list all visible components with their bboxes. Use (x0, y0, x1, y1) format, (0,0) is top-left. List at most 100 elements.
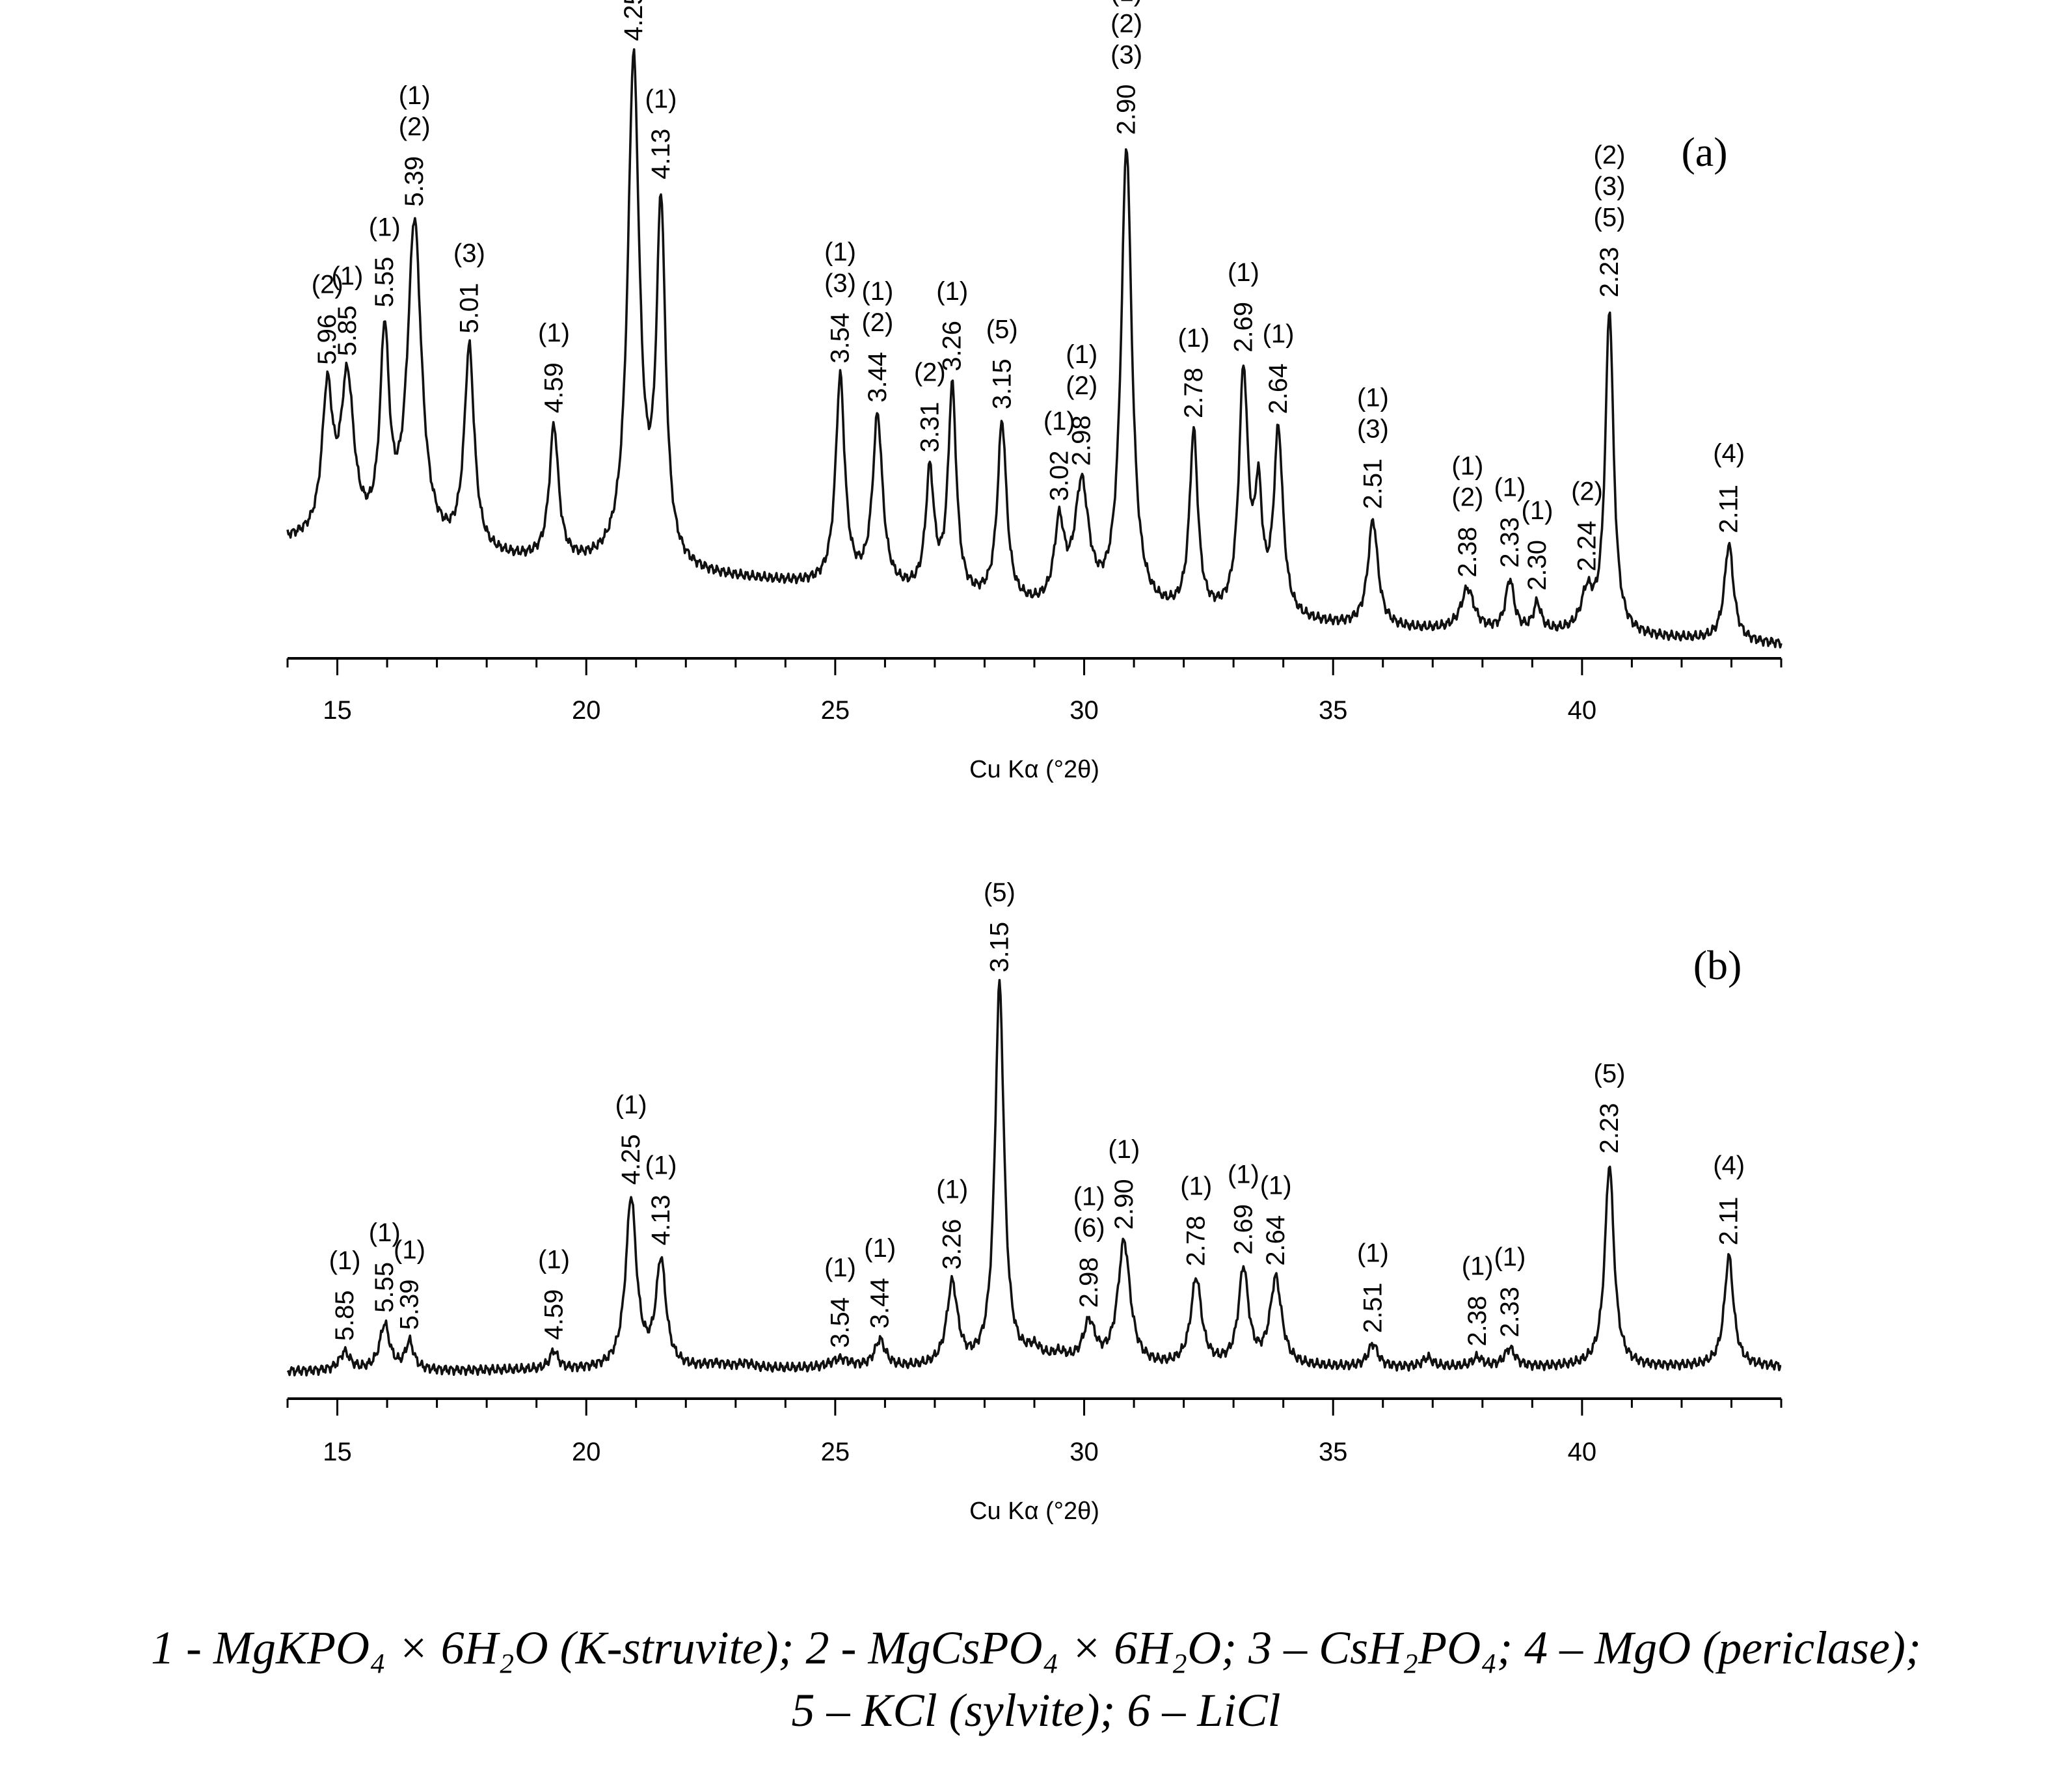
peak-phase-label: (4) (1713, 439, 1745, 468)
peak-phase-label: (3) (453, 239, 485, 268)
peak-phase-label: (2) (1066, 371, 1097, 400)
peak-d-spacing-label: 2.64 (1261, 1215, 1290, 1266)
peak-d-spacing-label: 2.11 (1715, 485, 1743, 533)
peak-phase-label: (2) (1594, 141, 1626, 169)
peak-phase-label: (1) (645, 85, 677, 114)
xrd-trace-line (286, 978, 1782, 1377)
peak-phase-label: (1) (1110, 0, 1142, 7)
peak-d-spacing-label: 2.78 (1179, 368, 1208, 418)
peak-phase-label: (2) (312, 271, 343, 299)
peak-d-spacing-label: 2.33 (1496, 517, 1524, 568)
peak-phase-label: (3) (1110, 40, 1142, 69)
peak-d-spacing-label: 5.55 (370, 1262, 399, 1313)
x-tick-label: 40 (1568, 1438, 1597, 1466)
panel-label: (b) (1693, 942, 1742, 988)
peak-phase-label: (1) (936, 1176, 968, 1204)
peak-phase-label: (1) (1494, 1243, 1526, 1272)
peak-d-spacing-label: 4.25 (619, 0, 648, 41)
peak-d-spacing-label: 4.13 (647, 1195, 675, 1246)
peak-d-spacing-label: 2.64 (1264, 364, 1293, 414)
xrd-trace-line (286, 48, 1783, 649)
peak-phase-label: (3) (1357, 415, 1389, 444)
peak-phase-label: (5) (1594, 203, 1626, 232)
peak-d-spacing-label: 2.23 (1595, 1103, 1624, 1154)
peak-d-spacing-label: 3.15 (988, 358, 1016, 409)
peak-d-spacing-label: 3.44 (866, 1278, 895, 1328)
peak-phase-label: (2) (399, 113, 431, 141)
peak-phase-label: (1) (538, 319, 570, 347)
peak-phase-label: (1) (1357, 1239, 1389, 1267)
peak-phase-label: (1) (1228, 1161, 1259, 1189)
peak-d-spacing-label: 3.54 (826, 313, 855, 364)
peak-d-spacing-label: 2.98 (1075, 1258, 1103, 1308)
x-tick-label: 25 (821, 1438, 850, 1466)
x-tick-label: 20 (572, 1438, 601, 1466)
peak-phase-label: (1) (861, 277, 893, 306)
peak-phase-label: (2) (1451, 483, 1483, 512)
peak-d-spacing-label: 5.85 (330, 1290, 359, 1341)
peak-d-spacing-label: 5.85 (333, 306, 362, 356)
peak-phase-label: (1) (1228, 258, 1259, 287)
peak-phase-label: (1) (1043, 407, 1075, 435)
peak-d-spacing-label: 3.44 (863, 352, 892, 403)
peak-d-spacing-label: 2.69 (1229, 1204, 1258, 1255)
peak-phase-label: (1) (864, 1234, 896, 1263)
peak-phase-label: (1) (331, 262, 363, 290)
peak-phase-label: (1) (1073, 1182, 1105, 1211)
peak-d-spacing-label: 4.25 (617, 1134, 645, 1185)
peak-d-spacing-label: 2.51 (1358, 1282, 1387, 1333)
x-axis-title: Cu Kα (°2θ) (969, 756, 1099, 783)
x-tick-label: 40 (1568, 696, 1597, 725)
peak-phase-label: (1) (645, 1151, 677, 1179)
x-axis-title: Cu Kα (°2θ) (969, 1498, 1099, 1525)
panel-a-xrd-pattern: 15 20 25 30 35 40 Cu Kα (°2θ) (a) 5.96 (2) 5.85 (1)… (286, 0, 1783, 783)
x-tick-label: 15 (323, 1438, 352, 1466)
peak-phase-label: (1) (394, 1235, 425, 1264)
peak-phase-label: (1) (1494, 474, 1526, 502)
x-tick-label: 15 (323, 696, 352, 725)
peak-phase-label: (1) (1357, 384, 1389, 412)
peak-d-spacing-label: 2.98 (1068, 415, 1096, 466)
peak-phase-label: (6) (1073, 1213, 1105, 1242)
peak-phase-label: (2) (914, 358, 946, 387)
peak-d-spacing-label: 3.26 (938, 321, 967, 371)
peak-d-spacing-label: 3.31 (915, 402, 944, 453)
peak-d-spacing-label: 5.55 (370, 257, 399, 308)
legend-line-2: 5 – KCl (sylvite); 6 – LiCl (791, 1684, 1281, 1736)
x-tick-label: 35 (1319, 1438, 1348, 1466)
peak-phase-label: (3) (1594, 172, 1626, 200)
peak-phase-label: (2) (1110, 9, 1142, 38)
peak-d-spacing-label: 5.96 (313, 314, 342, 365)
peak-phase-label: (1) (1260, 1172, 1292, 1200)
x-tick-label: 20 (572, 696, 601, 725)
peak-d-spacing-label: 3.02 (1045, 450, 1073, 501)
peak-d-spacing-label: 2.90 (1110, 1179, 1138, 1230)
peak-phase-label: (4) (1713, 1151, 1745, 1179)
peak-phase-label: (1) (329, 1246, 361, 1275)
peak-d-spacing-label: 5.39 (400, 156, 429, 207)
peak-d-spacing-label: 2.33 (1496, 1287, 1524, 1338)
peak-phase-label: (1) (369, 213, 401, 242)
peak-phase-label: (1) (399, 81, 431, 110)
peak-d-spacing-label: 2.69 (1229, 302, 1258, 353)
peak-phase-label: (1) (1108, 1135, 1140, 1164)
peak-phase-label: (3) (824, 269, 856, 298)
peak-phase-label: (1) (1522, 496, 1554, 525)
peak-d-spacing-label: 4.59 (540, 362, 569, 413)
peak-d-spacing-label: 2.38 (1463, 1296, 1492, 1347)
peak-d-spacing-label: 4.59 (540, 1289, 569, 1340)
peak-phase-label: (1) (936, 277, 968, 306)
peak-phase-label: (1) (1180, 1172, 1212, 1201)
legend-line-1: 1 - MgKPO₄ × 6H₂O (K-struvite); 2 - MgCs… (151, 1622, 1921, 1674)
peak-phase-label: (5) (986, 315, 1018, 343)
x-tick-label: 25 (821, 696, 850, 725)
peak-d-spacing-label: 4.13 (647, 129, 675, 180)
peak-phase-label: (5) (1594, 1059, 1626, 1088)
phase-legend: 1 - MgKPO₄ × 6H₂O (K-struvite); 2 - MgCs… (0, 1617, 2072, 1742)
peak-phase-label: (1) (1451, 452, 1483, 481)
peak-phase-label: (1) (369, 1218, 401, 1247)
peak-d-spacing-label: 2.30 (1523, 540, 1552, 591)
peak-d-spacing-label: 2.11 (1715, 1197, 1743, 1246)
x-tick-label: 35 (1319, 696, 1348, 725)
